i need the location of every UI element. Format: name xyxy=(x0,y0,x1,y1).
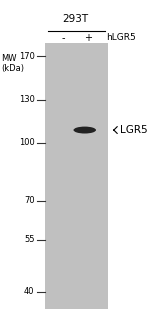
Text: -: - xyxy=(61,33,65,43)
Text: 293T: 293T xyxy=(62,14,88,24)
Text: LGR5: LGR5 xyxy=(120,125,148,135)
Ellipse shape xyxy=(74,127,96,134)
Bar xyxy=(45,43,108,309)
Text: 55: 55 xyxy=(24,235,34,244)
Text: 130: 130 xyxy=(19,95,34,104)
Text: MW: MW xyxy=(2,54,17,63)
Text: 40: 40 xyxy=(24,287,34,296)
Text: 100: 100 xyxy=(19,138,34,147)
Text: +: + xyxy=(84,33,92,43)
Text: 70: 70 xyxy=(24,196,34,205)
Text: 170: 170 xyxy=(19,52,34,61)
Text: (kDa): (kDa) xyxy=(2,64,24,73)
Text: hLGR5: hLGR5 xyxy=(106,33,135,42)
